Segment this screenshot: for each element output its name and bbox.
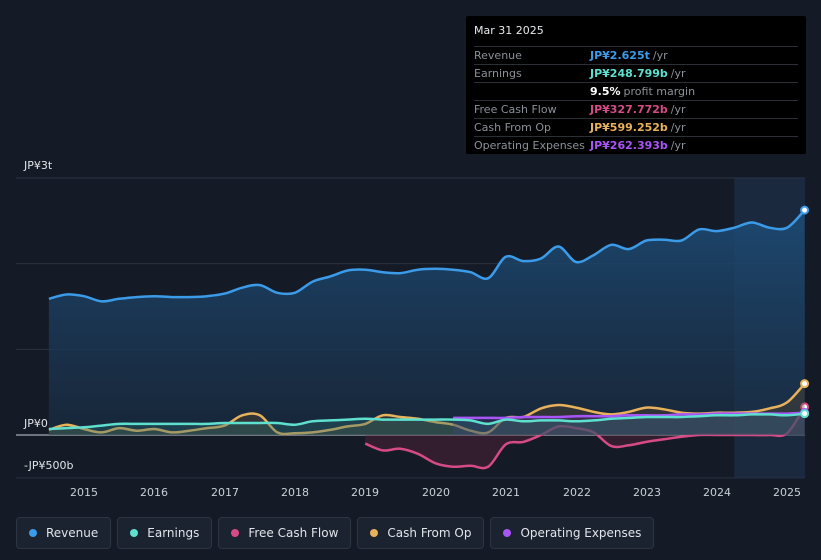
tooltip-row-unit: /yr: [670, 139, 686, 152]
legend-dot-icon: [29, 529, 37, 537]
x-tick-label: 2016: [140, 486, 168, 499]
legend-dot-icon: [231, 529, 240, 537]
cash-from-op-end-point: [800, 379, 810, 389]
x-tick-label: 2024: [703, 486, 731, 499]
tooltip-panel: Mar 31 2025 Revenue JP¥2.625t/yr Earnings J…: [466, 16, 806, 154]
tooltip-row-unit: profit margin: [623, 85, 696, 98]
tooltip-row-unit: /yr: [670, 121, 686, 134]
legend-dot-icon: [503, 529, 512, 537]
legend-item[interactable]: Earnings: [117, 517, 213, 549]
free-cash-flow-line: [364, 406, 806, 470]
x-tick-label: 2025: [773, 486, 801, 499]
x-tick-label: 2019: [351, 486, 379, 499]
legend-label: Free Cash Flow: [248, 526, 339, 540]
tooltip-row-value: JP¥248.799b: [590, 67, 668, 80]
revenue-line: [48, 209, 806, 303]
tooltip-row: Earnings JP¥248.799b/yr: [474, 65, 798, 83]
legend: Revenue Earnings Free Cash Flow Cash From O…: [16, 517, 655, 549]
tooltip-row: 9.5% profit margin: [474, 83, 798, 101]
earnings-line: [48, 412, 805, 431]
tooltip-row-label: [474, 83, 590, 100]
y-axis-top-label: JP¥3t: [24, 159, 53, 172]
tooltip-date: Mar 31 2025: [474, 24, 798, 47]
tooltip-row-unit: /yr: [652, 49, 668, 62]
x-tick-label: 2015: [70, 486, 98, 499]
earnings-end-point: [800, 409, 810, 419]
tooltip-row-label: Cash From Op: [474, 121, 552, 134]
x-tick-label: 2017: [211, 486, 239, 499]
tooltip-row-value: JP¥2.625t: [590, 49, 650, 62]
free-cash-flow-area: [365, 406, 805, 469]
tooltip-row-label: Earnings: [474, 67, 522, 80]
legend-item[interactable]: Free Cash Flow: [218, 517, 352, 549]
legend-item[interactable]: Operating Expenses: [490, 517, 655, 549]
x-tick-label: 2022: [563, 486, 591, 499]
y-axis-zero-label: JP¥0: [24, 417, 48, 430]
legend-label: Cash From Op: [387, 526, 472, 540]
tooltip-row-value: JP¥327.772b: [590, 103, 668, 116]
revenue-end-point: [800, 205, 810, 215]
x-tick-label: 2021: [492, 486, 520, 499]
legend-dot-icon: [130, 529, 139, 537]
tooltip-row-label: Free Cash Flow: [474, 103, 557, 116]
y-axis-bottom-label: -JP¥500b: [24, 459, 74, 472]
tooltip-row-value: JP¥599.252b: [590, 121, 668, 134]
tooltip-row: Revenue JP¥2.625t/yr: [474, 47, 798, 65]
legend-dot-icon: [370, 529, 379, 537]
tooltip-row-value: 9.5%: [590, 85, 621, 98]
legend-label: Revenue: [46, 526, 99, 540]
legend-label: Operating Expenses: [520, 526, 642, 540]
tooltip-row: Operating Expenses JP¥262.393b/yr: [474, 137, 798, 154]
legend-item[interactable]: Revenue: [16, 517, 112, 549]
x-tick-label: 2018: [281, 486, 309, 499]
x-tick-label: 2023: [633, 486, 661, 499]
tooltip-row-label: Revenue: [474, 49, 522, 62]
tooltip-row-label: Operating Expenses: [474, 139, 585, 152]
tooltip-row-unit: /yr: [670, 67, 686, 80]
x-tick-label: 2020: [422, 486, 450, 499]
tooltip-row-value: JP¥262.393b: [590, 139, 668, 152]
chart-canvas: [16, 177, 810, 479]
tooltip-row-unit: /yr: [670, 103, 686, 116]
legend-label: Earnings: [147, 526, 200, 540]
tooltip-row: Free Cash Flow JP¥327.772b/yr: [474, 101, 798, 119]
tooltip-row: Cash From Op JP¥599.252b/yr: [474, 119, 798, 137]
legend-item[interactable]: Cash From Op: [357, 517, 485, 549]
revenue-area: [48, 210, 805, 435]
